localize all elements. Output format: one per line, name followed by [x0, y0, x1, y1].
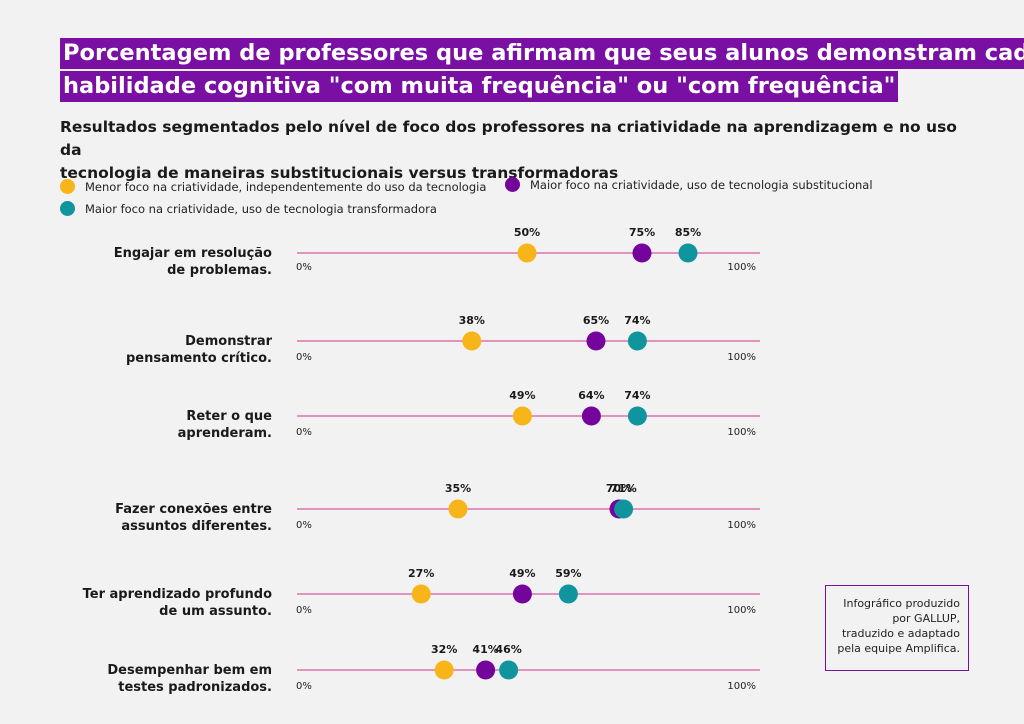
- tick-label-min: 0%: [296, 352, 312, 363]
- data-point: [586, 331, 606, 351]
- data-label: 70%: [606, 482, 632, 495]
- credit-box: Infográfico produzido por GALLUP, traduz…: [825, 585, 969, 671]
- data-label: 59%: [555, 567, 581, 580]
- legend-label-substitutional: Maior foco na criatividade, uso de tecno…: [530, 177, 873, 192]
- legend-label-transformative: Maior foco na criatividade, uso de tecno…: [85, 201, 437, 216]
- row-label-line: Demonstrar: [185, 334, 272, 349]
- data-label: 74%: [624, 314, 650, 327]
- tick-label-max: 100%: [727, 520, 756, 531]
- data-point: [614, 499, 634, 519]
- data-label: 65%: [583, 314, 609, 327]
- data-point: [517, 243, 537, 263]
- data-label: 49%: [509, 389, 535, 402]
- tick-label-max: 100%: [727, 427, 756, 438]
- credit-line-1: Infográfico produzido: [843, 597, 960, 610]
- legend-label-low-creativity: Menor foco na criatividade, independente…: [85, 179, 487, 194]
- data-label: 85%: [675, 226, 701, 239]
- tick-label-max: 100%: [727, 681, 756, 692]
- row-label-line: de um assunto.: [159, 604, 272, 619]
- data-point: [434, 660, 454, 680]
- tick-label-max: 100%: [727, 262, 756, 273]
- credit-line-2: por GALLUP,: [892, 612, 960, 625]
- data-point: [476, 660, 496, 680]
- data-label: 74%: [624, 389, 650, 402]
- data-point: [448, 499, 468, 519]
- data-label: 35%: [445, 482, 471, 495]
- page-subtitle: Resultados segmentados pelo nível de foc…: [60, 116, 960, 185]
- row-label: Ter aprendizado profundo de um assunto.: [72, 586, 272, 620]
- data-point: [512, 406, 532, 426]
- row-label: Engajar em resolução de problemas.: [72, 245, 272, 279]
- subtitle-line-1: Resultados segmentados pelo nível de foc…: [60, 118, 957, 159]
- data-point: [678, 243, 698, 263]
- legend-item-substitutional: Maior foco na criatividade, uso de tecno…: [505, 177, 873, 192]
- data-label: 38%: [459, 314, 485, 327]
- subtitle-line-2: tecnologia de maneiras substitucionais v…: [60, 164, 619, 182]
- data-point: [632, 243, 652, 263]
- legend-swatch-low-creativity: [60, 179, 75, 194]
- data-label: 41%: [472, 643, 498, 656]
- tick-label-min: 0%: [296, 520, 312, 531]
- data-label: 71%: [610, 482, 636, 495]
- title-line-2: habilidade cognitiva "com muita frequênc…: [60, 71, 899, 102]
- row-label-line: de problemas.: [167, 263, 272, 278]
- data-point: [512, 584, 532, 604]
- row-label: Reter o que aprenderam.: [72, 408, 272, 442]
- row-label-line: aprenderam.: [177, 426, 272, 441]
- row-label: Fazer conexões entre assuntos diferentes.: [72, 501, 272, 535]
- row-label-line: Ter aprendizado profundo: [82, 587, 272, 602]
- legend-swatch-transformative: [60, 201, 75, 216]
- data-point: [581, 406, 601, 426]
- page-title: Porcentagem de professores que afirmam q…: [60, 38, 1024, 104]
- data-label: 32%: [431, 643, 457, 656]
- tick-label-min: 0%: [296, 427, 312, 438]
- row-label-line: Engajar em resolução: [113, 246, 272, 261]
- row-label-line: Reter o que: [186, 409, 272, 424]
- row-label: Desempenhar bem em testes padronizados.: [72, 662, 272, 696]
- row-label-line: testes padronizados.: [118, 680, 272, 695]
- data-point: [558, 584, 578, 604]
- tick-label-max: 100%: [727, 605, 756, 616]
- data-point: [627, 406, 647, 426]
- row-label-line: Desempenhar bem em: [107, 663, 272, 678]
- credit-line-3: traduzido e adaptado: [841, 627, 960, 640]
- legend-swatch-substitutional: [505, 177, 520, 192]
- data-label: 46%: [495, 643, 521, 656]
- data-label: 75%: [629, 226, 655, 239]
- tick-label-min: 0%: [296, 681, 312, 692]
- row-label-line: assuntos diferentes.: [121, 519, 272, 534]
- data-point: [627, 331, 647, 351]
- data-label: 64%: [578, 389, 604, 402]
- data-label: 50%: [514, 226, 540, 239]
- row-label-line: Fazer conexões entre: [115, 502, 272, 517]
- legend-item-transformative: Maior foco na criatividade, uso de tecno…: [60, 201, 437, 216]
- data-label: 49%: [509, 567, 535, 580]
- credit-line-4: pela equipe Amplifica.: [837, 642, 960, 655]
- tick-label-min: 0%: [296, 605, 312, 616]
- tick-label-min: 0%: [296, 262, 312, 273]
- data-point: [411, 584, 431, 604]
- data-label: 27%: [408, 567, 434, 580]
- tick-label-max: 100%: [727, 352, 756, 363]
- title-line-1: Porcentagem de professores que afirmam q…: [60, 38, 1024, 69]
- data-point: [499, 660, 519, 680]
- row-label-line: pensamento crítico.: [126, 351, 272, 366]
- row-label: Demonstrar pensamento crítico.: [72, 333, 272, 367]
- legend-item-low-creativity: Menor foco na criatividade, independente…: [60, 179, 486, 194]
- data-point: [462, 331, 482, 351]
